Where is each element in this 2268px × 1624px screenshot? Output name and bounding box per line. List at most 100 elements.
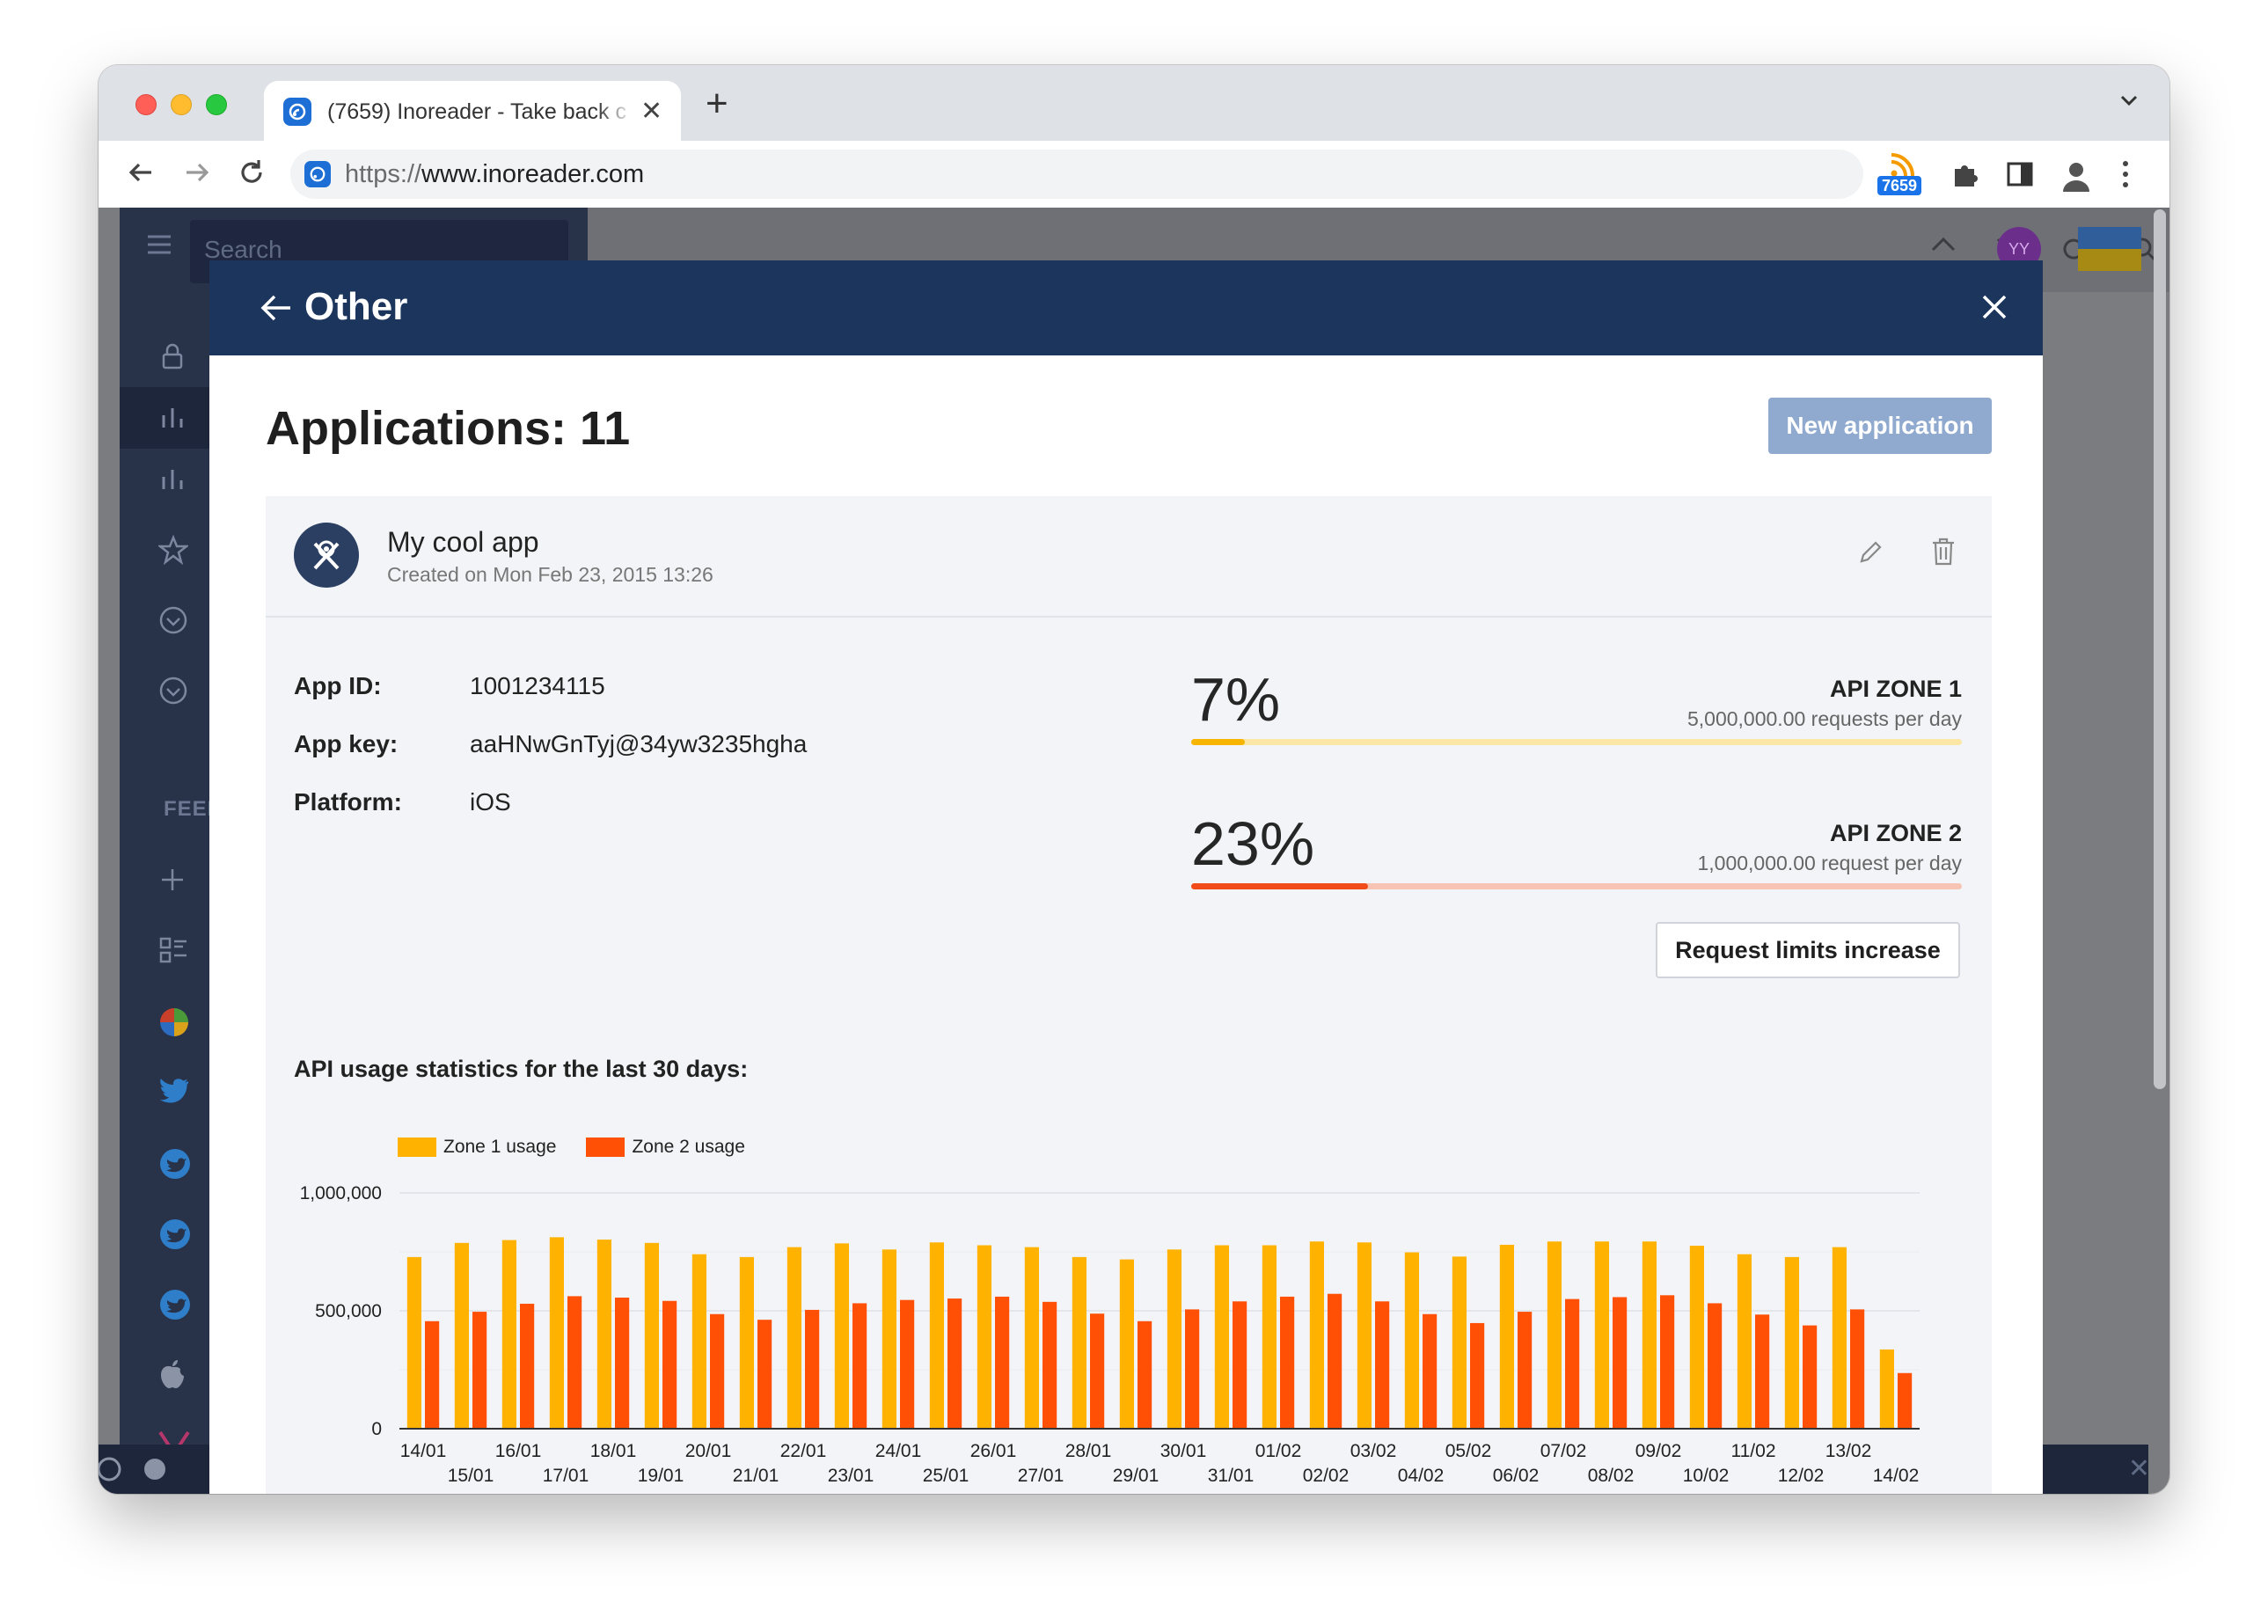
x-tick-label: 26/01 [970,1441,1017,1461]
chevron-up-icon[interactable] [1930,236,1957,258]
x-tick-label: 27/01 [1018,1466,1064,1486]
x-tick-label: 01/02 [1255,1441,1302,1461]
close-window-button[interactable] [135,94,157,115]
bar-2-24-01 [900,1299,915,1429]
app-id-label: App ID: [294,672,382,699]
check-circle-icon [158,605,188,640]
bar-2-15-01 [472,1312,487,1429]
zone-2-name: API ZONE 2 [1829,820,1962,846]
bar-2-21-01 [757,1320,772,1429]
x-tick-label: 23/01 [828,1466,874,1486]
bar-2-29-01 [1138,1320,1152,1429]
forward-arrow-icon[interactable] [179,155,215,194]
bar-1-09-02 [1642,1241,1657,1429]
bar-1-22-01 [786,1247,801,1429]
bar-2-27-01 [1043,1301,1057,1429]
bar-1-13-02 [1832,1247,1847,1429]
tab-close-icon[interactable]: ✕ [640,97,663,126]
bar-2-19-01 [662,1300,677,1429]
bar-2-10-02 [1708,1303,1723,1429]
modal-header: Other [209,260,2043,355]
legend-zone-1: Zone 1 usage [398,1137,556,1158]
x-tick-label: 31/01 [1208,1466,1255,1486]
bar-1-31-01 [1214,1245,1229,1429]
application-card-header: My cool app Created on Mon Feb 23, 2015 … [266,496,1992,618]
list-icon [158,936,188,969]
tab-search-chevron-icon[interactable] [2117,88,2141,117]
side-panel-icon[interactable] [2004,158,2036,194]
bar-2-04-02 [1423,1313,1438,1429]
reload-icon[interactable] [234,155,269,194]
bar-2-25-01 [947,1298,962,1429]
twitter-circle-icon [158,1218,192,1255]
minimize-window-button[interactable] [171,94,192,115]
application-card: My cool app Created on Mon Feb 23, 2015 … [266,496,1992,1494]
zoom-window-button[interactable] [206,94,227,115]
bar-2-01-02 [1280,1296,1295,1429]
inoreader-extension-button[interactable]: 7659 [1877,150,1928,195]
bar-2-18-01 [615,1297,630,1429]
bar-1-19-01 [644,1242,659,1429]
bar-1-20-01 [691,1254,706,1429]
x-tick-label: 14/01 [400,1441,447,1461]
bar-1-17-01 [549,1237,564,1429]
back-arrow-icon[interactable] [123,155,158,194]
applications-modal: Other Applications: 11 New application M… [209,260,2043,1494]
page-scrollbar[interactable] [2154,209,2166,1089]
back-arrow-icon[interactable] [259,292,294,328]
x-tick-label: 03/02 [1350,1441,1397,1461]
bar-1-28-01 [1072,1256,1086,1429]
api-zone-2: 23% API ZONE 2 1,000,000.00 request per … [1191,813,1962,901]
chart-legend: Zone 1 usage Zone 2 usage [398,1137,775,1158]
menu-icon[interactable] [146,234,172,260]
bar-1-27-01 [1024,1247,1039,1429]
zone-2-limit: 1,000,000.00 request per day [1697,852,1962,874]
close-icon[interactable] [1979,292,2009,326]
x-tick-label: 24/01 [875,1441,922,1461]
edit-pencil-icon[interactable] [1856,538,1884,571]
zone-2-progress-fill [1191,883,1369,889]
request-limits-increase-button[interactable]: Request limits increase [1656,922,1960,978]
x-tick-label: 30/01 [1160,1441,1207,1461]
applications-count-heading: Applications: 11 [266,402,631,455]
x-tick-label: 07/02 [1540,1441,1587,1461]
x-tick-label: 15/01 [448,1466,494,1486]
bar-1-18-01 [596,1240,611,1429]
profile-icon[interactable] [2059,158,2094,198]
x-tick-label: 25/01 [923,1466,969,1486]
bar-1-07-02 [1547,1241,1562,1429]
api-usage-chart: 0 500,000 1,000,000 14/0115/0116/0117/0118/… [300,1183,1920,1486]
apple-icon [158,1358,187,1394]
app-created-date: Created on Mon Feb 23, 2015 13:26 [387,563,713,586]
browser-tab[interactable]: (7659) Inoreader - Take back c ✕ [264,81,681,143]
x-tick-label: 20/01 [685,1441,732,1461]
x-tick-label: 05/02 [1445,1441,1492,1461]
bar-2-16-01 [520,1303,535,1429]
lock-icon [158,341,187,376]
y-tick-label: 1,000,000 [300,1183,382,1203]
new-tab-button[interactable]: + [706,82,728,125]
bar-2-23-01 [852,1303,867,1429]
modal-title: Other [304,285,408,328]
site-favicon-icon [304,161,331,187]
x-tick-label: 21/01 [733,1466,779,1486]
zone-1-percent: 7% [1191,665,1281,734]
bar-chart-icon [158,465,187,497]
x-tick-label: 14/02 [1873,1466,1920,1486]
bar-2-11-02 [1755,1314,1770,1429]
bar-2-02-02 [1328,1293,1343,1429]
bar-2-14-01 [425,1320,440,1429]
address-bar[interactable]: https://www.inoreader.com [290,150,1863,199]
delete-trash-icon[interactable] [1930,537,1957,571]
bar-1-26-01 [977,1245,991,1429]
bar-1-02-02 [1309,1241,1324,1429]
extensions-puzzle-icon[interactable] [1950,158,1981,194]
bottom-bar-close-icon[interactable]: ✕ [2127,1454,2150,1483]
bar-2-05-02 [1470,1322,1485,1429]
new-application-button[interactable]: New application [1768,398,1992,454]
url-text: https://www.inoreader.com [345,159,645,188]
legend-zone-1-swatch [398,1138,436,1157]
browser-toolbar: https://www.inoreader.com 7659 [99,141,2169,208]
bar-1-08-02 [1594,1241,1609,1429]
browser-menu-icon[interactable] [2118,158,2133,194]
